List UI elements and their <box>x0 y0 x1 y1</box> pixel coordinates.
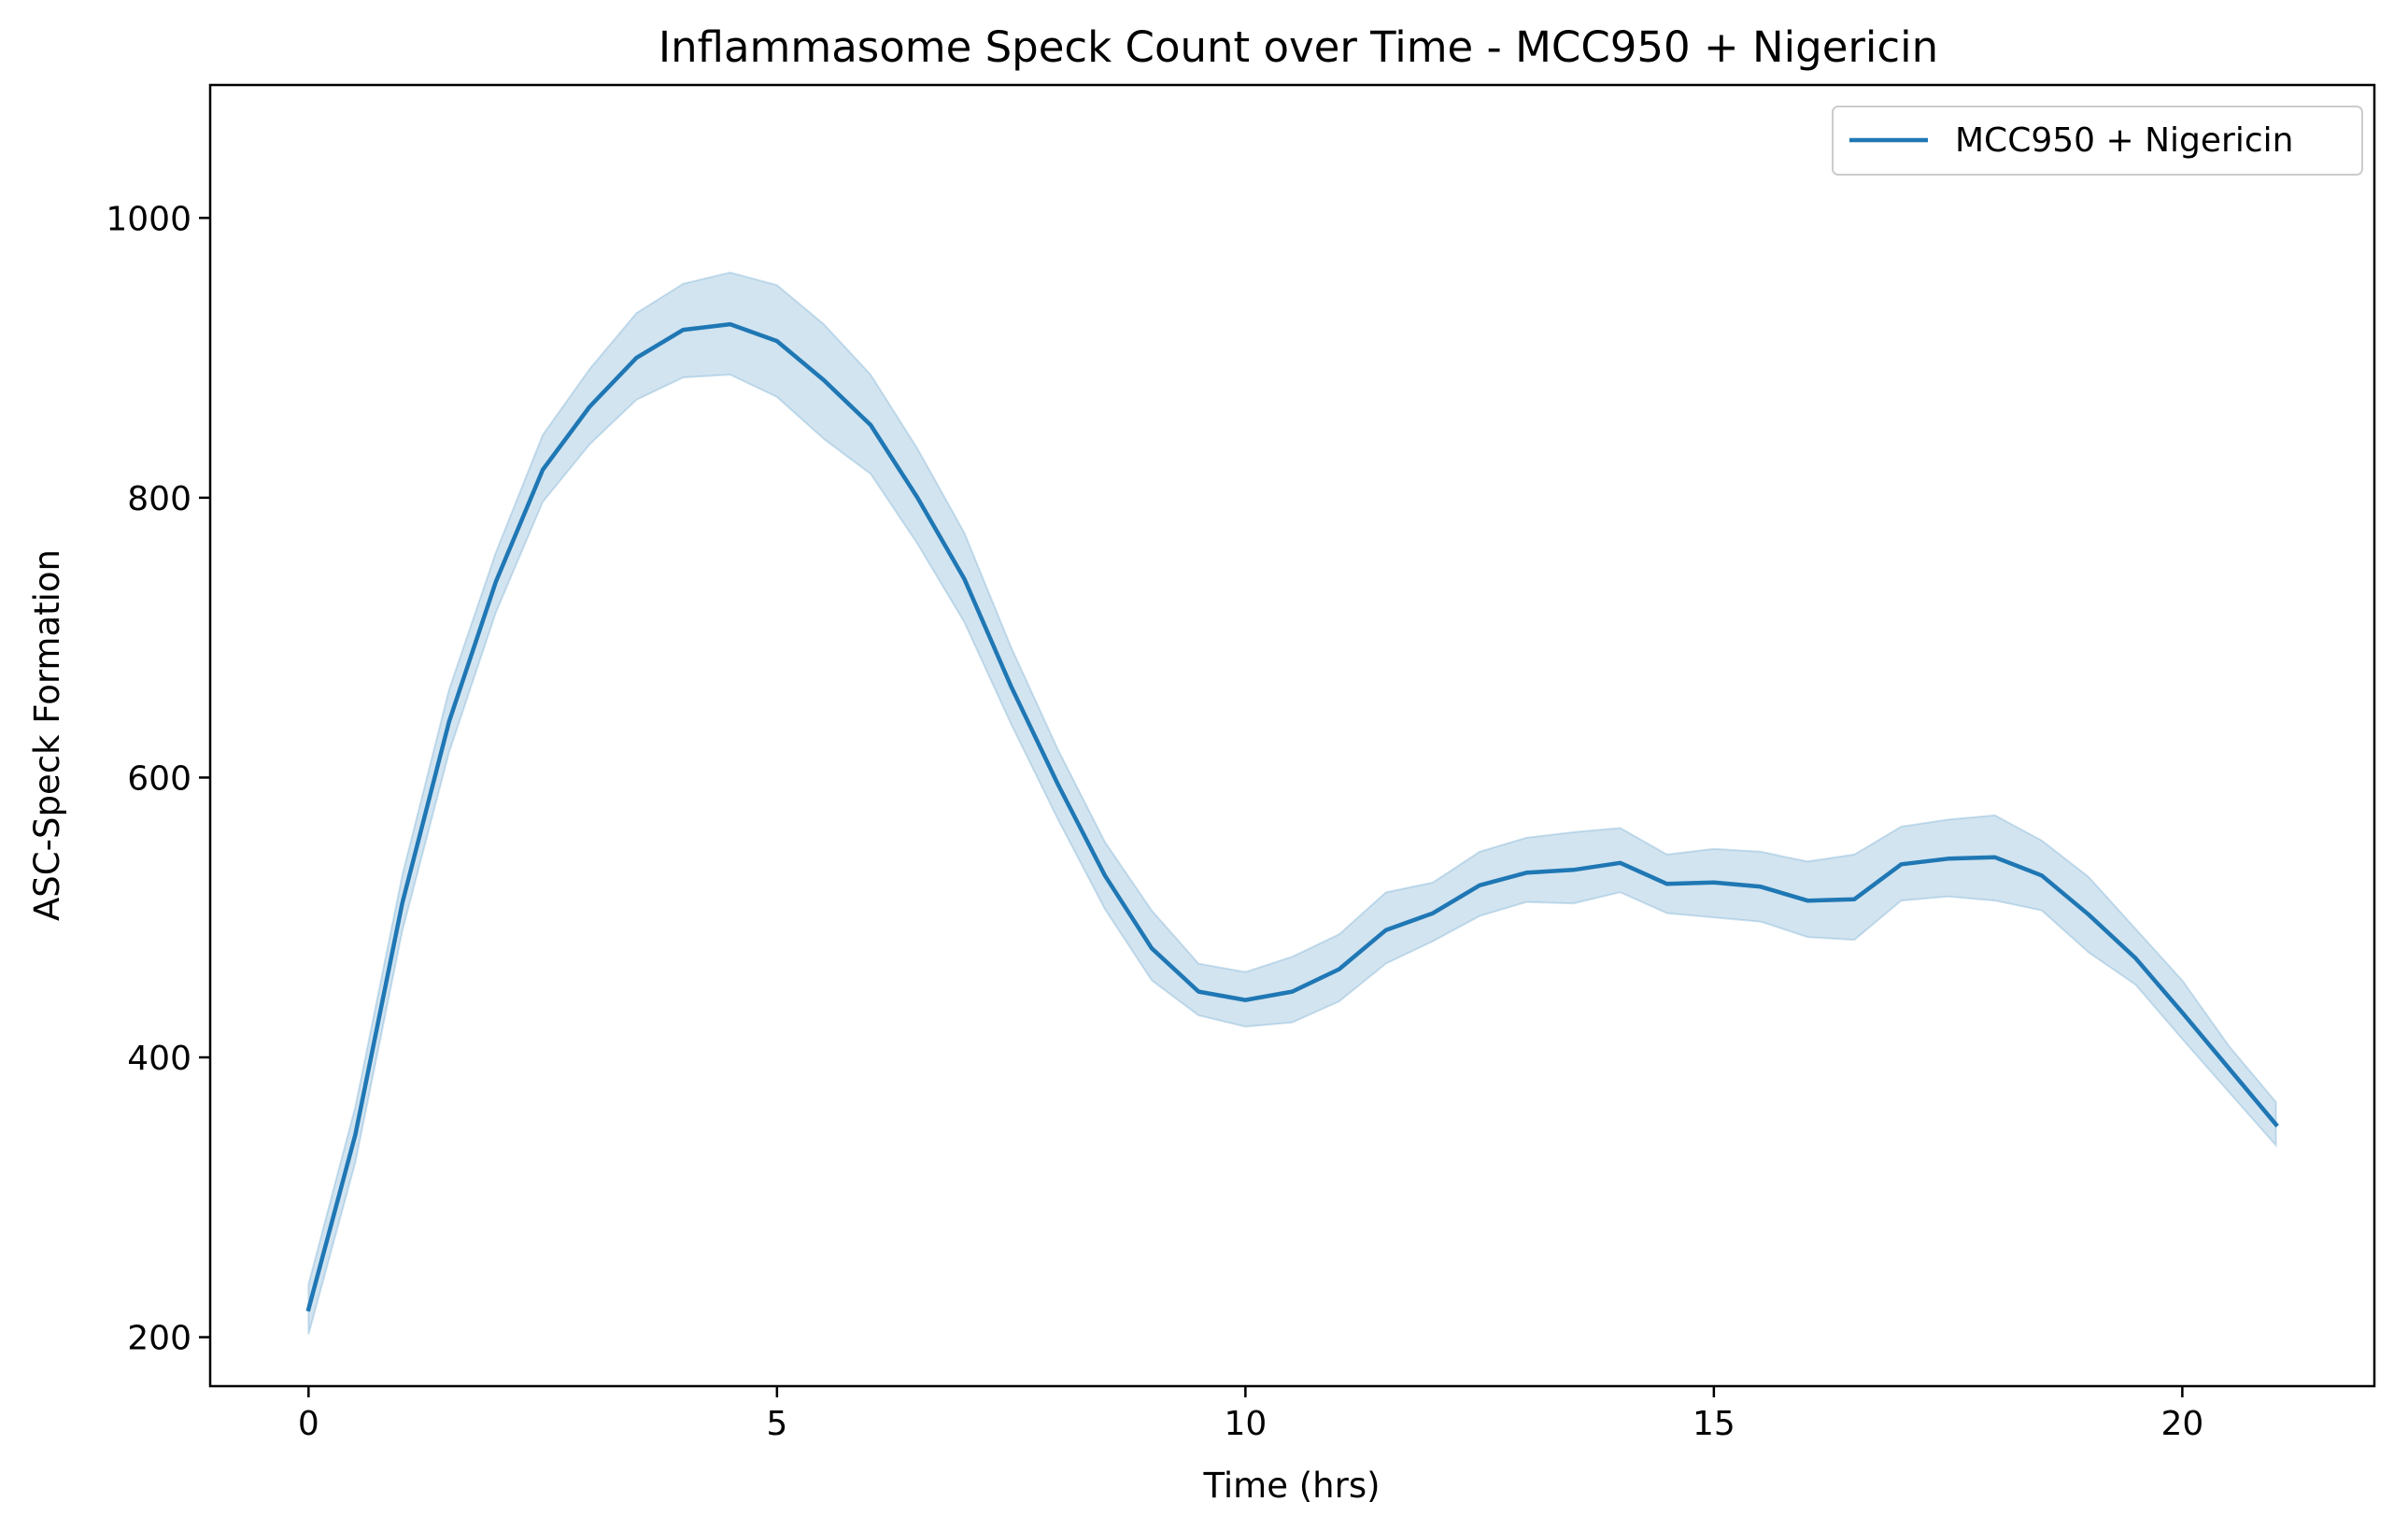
data-point <box>682 328 686 332</box>
data-point <box>447 720 451 724</box>
y-tick-label: 600 <box>127 759 191 798</box>
data-point <box>1524 871 1528 874</box>
data-point <box>729 322 732 326</box>
data-point <box>588 405 591 409</box>
plot-area <box>305 271 2279 1335</box>
data-point <box>869 423 872 427</box>
data-point <box>1852 898 1856 901</box>
data-point <box>822 378 826 382</box>
data-point <box>1947 857 1950 860</box>
data-point <box>634 356 638 360</box>
data-point <box>915 496 919 500</box>
y-tick-label: 800 <box>127 480 191 518</box>
legend-label: MCC950 + Nigericin <box>1955 121 2293 160</box>
data-point <box>306 1308 310 1311</box>
data-point <box>354 1132 358 1136</box>
x-tick-label: 20 <box>2160 1405 2203 1443</box>
data-point <box>1712 881 1716 885</box>
x-axis: 0 5 10 15 20 <box>298 1386 2203 1443</box>
data-point <box>494 580 498 584</box>
y-tick-label: 1000 <box>106 200 191 238</box>
data-point <box>1338 968 1341 971</box>
data-point <box>2040 873 2044 877</box>
data-point <box>1571 868 1575 871</box>
data-point <box>1900 862 1904 866</box>
data-point <box>2087 913 2090 916</box>
data-point <box>1478 884 1481 887</box>
x-axis-label: Time (hrs) <box>1202 1466 1380 1506</box>
data-point <box>1291 990 1295 994</box>
x-tick-label: 10 <box>1224 1405 1267 1443</box>
y-tick-label: 400 <box>127 1040 191 1078</box>
x-tick-label: 5 <box>766 1405 787 1443</box>
x-tick-label: 15 <box>1693 1405 1735 1443</box>
data-point <box>1243 999 1247 1002</box>
data-point <box>401 901 404 905</box>
y-axis: 200 400 600 800 1000 <box>106 200 210 1358</box>
chart-title: Inflammasome Speck Count over Time - MCC… <box>659 22 1938 72</box>
data-point <box>1431 912 1435 915</box>
legend: MCC950 + Nigericin <box>1832 106 2363 176</box>
y-tick-label: 200 <box>127 1320 191 1358</box>
data-point <box>1665 882 1669 885</box>
legend-box <box>1832 106 2363 176</box>
data-point <box>1806 899 1809 902</box>
series-line <box>305 321 2279 1312</box>
plot-frame <box>208 83 2376 1388</box>
confidence-band <box>307 271 2277 1335</box>
data-point <box>775 339 779 343</box>
data-point <box>1150 946 1154 950</box>
x-tick-label: 0 <box>298 1405 319 1443</box>
data-point <box>1056 783 1060 786</box>
y-axis-label: ASC-Speck Formation <box>27 549 67 921</box>
data-point <box>2274 1123 2278 1126</box>
data-point <box>1759 885 1763 888</box>
data-point <box>1384 928 1388 932</box>
data-point <box>1103 873 1107 877</box>
data-point <box>962 577 966 581</box>
data-point <box>1010 685 1013 688</box>
data-point <box>2180 1011 2184 1014</box>
data-point <box>541 468 545 472</box>
data-point <box>2133 956 2137 960</box>
data-point <box>2228 1067 2231 1070</box>
data-point <box>1197 990 1200 994</box>
data-point <box>1619 861 1622 865</box>
data-point <box>1993 856 1997 859</box>
